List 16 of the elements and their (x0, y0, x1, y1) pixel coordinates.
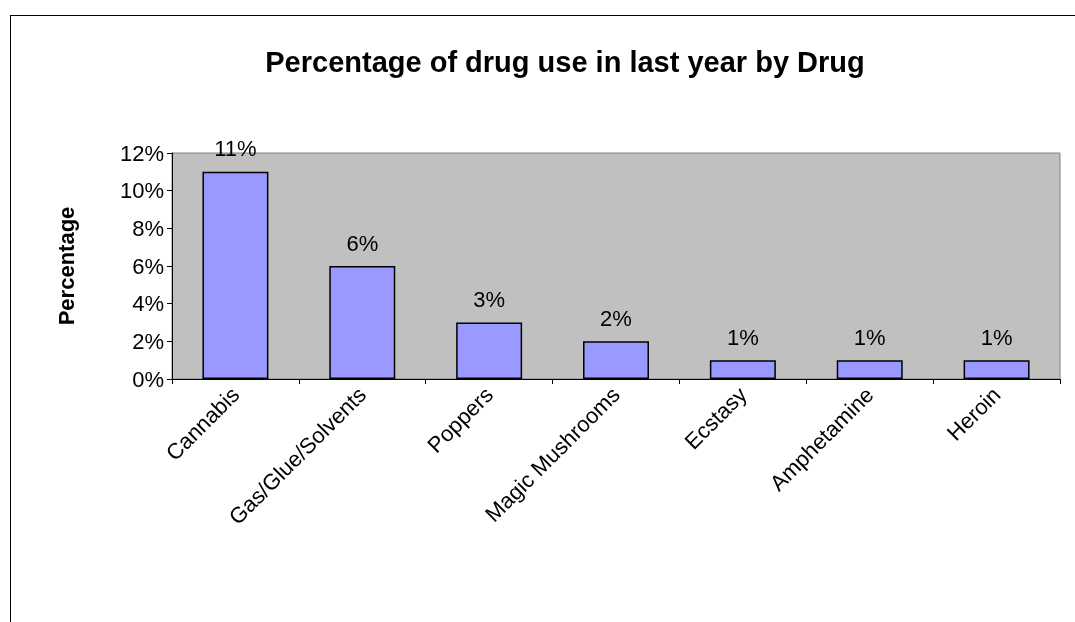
y-tick-label: 10% (119, 178, 164, 204)
y-tick-label: 8% (132, 215, 164, 241)
data-label: 1% (853, 324, 886, 350)
data-label: 11% (214, 136, 257, 162)
y-tick-label: 6% (132, 253, 164, 279)
data-label: 6% (346, 230, 379, 256)
data-label: 1% (980, 324, 1013, 350)
data-label: 2% (600, 305, 632, 331)
y-tick-label: 4% (132, 291, 164, 317)
y-tick-label: 0% (132, 366, 164, 392)
y-tick-label: 2% (132, 328, 164, 354)
chart-title: Percentage of drug use in last year by Drug (265, 45, 865, 78)
y-tick-label: 12% (119, 140, 164, 166)
data-label: 1% (726, 324, 759, 350)
y-axis-title: Percentage (53, 206, 79, 326)
data-label: 3% (473, 287, 506, 312)
